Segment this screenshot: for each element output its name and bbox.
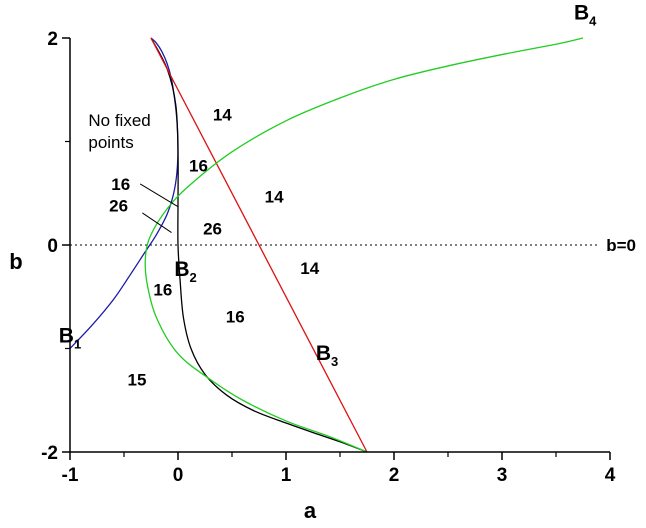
- pointer-line-1: [139, 183, 179, 208]
- y-axis-title: b: [9, 249, 22, 274]
- x-tick-label: 3: [497, 465, 508, 486]
- region-label: 26: [109, 197, 128, 216]
- x-tick-label: 0: [173, 465, 184, 486]
- region-label: 16: [153, 281, 172, 300]
- x-tick-label: 1: [281, 465, 292, 486]
- pointer-line-2: [142, 212, 172, 233]
- x-tick-label: -1: [62, 465, 79, 486]
- region-label: 14: [300, 259, 319, 278]
- axes-layer: -1 0 1 2 3 4 -2 0 2: [41, 29, 616, 486]
- curve-b1: [69, 37, 179, 349]
- region-label: 14: [213, 106, 232, 125]
- region-label: 26: [203, 219, 222, 238]
- pointer-lines-layer: [139, 183, 179, 233]
- x-axis-title: a: [304, 498, 317, 523]
- curve-label-b3: B3: [316, 342, 338, 369]
- y-tick-label: 2: [47, 29, 58, 50]
- labels-layer: 14 16 14 26 14 16 16 15 16 26 No fixed points B1 B2 B3…: [59, 1, 597, 389]
- region-label: 15: [127, 371, 146, 390]
- no-fixed-points-annotation: No fixed points: [88, 111, 150, 152]
- x-tick-label: 4: [605, 465, 616, 486]
- curve-label-b4: B4: [574, 1, 597, 28]
- curve-b3: [150, 37, 368, 453]
- curve-b2: [150, 37, 368, 453]
- curve-label-b2: B2: [174, 258, 196, 285]
- y-tick-label: -2: [41, 443, 58, 464]
- region-label: 16: [111, 175, 130, 194]
- curve-label-b1: B1: [59, 324, 81, 351]
- region-label: 16: [226, 307, 245, 326]
- zero-reference-line-layer: b=0: [70, 236, 636, 255]
- x-tick-label: 2: [389, 465, 400, 486]
- curve-b4: [144, 37, 584, 453]
- region-label: 16: [189, 156, 208, 175]
- curves-layer: [69, 37, 584, 453]
- region-label: 14: [265, 187, 284, 206]
- y-tick-label: 0: [47, 236, 58, 257]
- reference-line-label: b=0: [606, 236, 636, 255]
